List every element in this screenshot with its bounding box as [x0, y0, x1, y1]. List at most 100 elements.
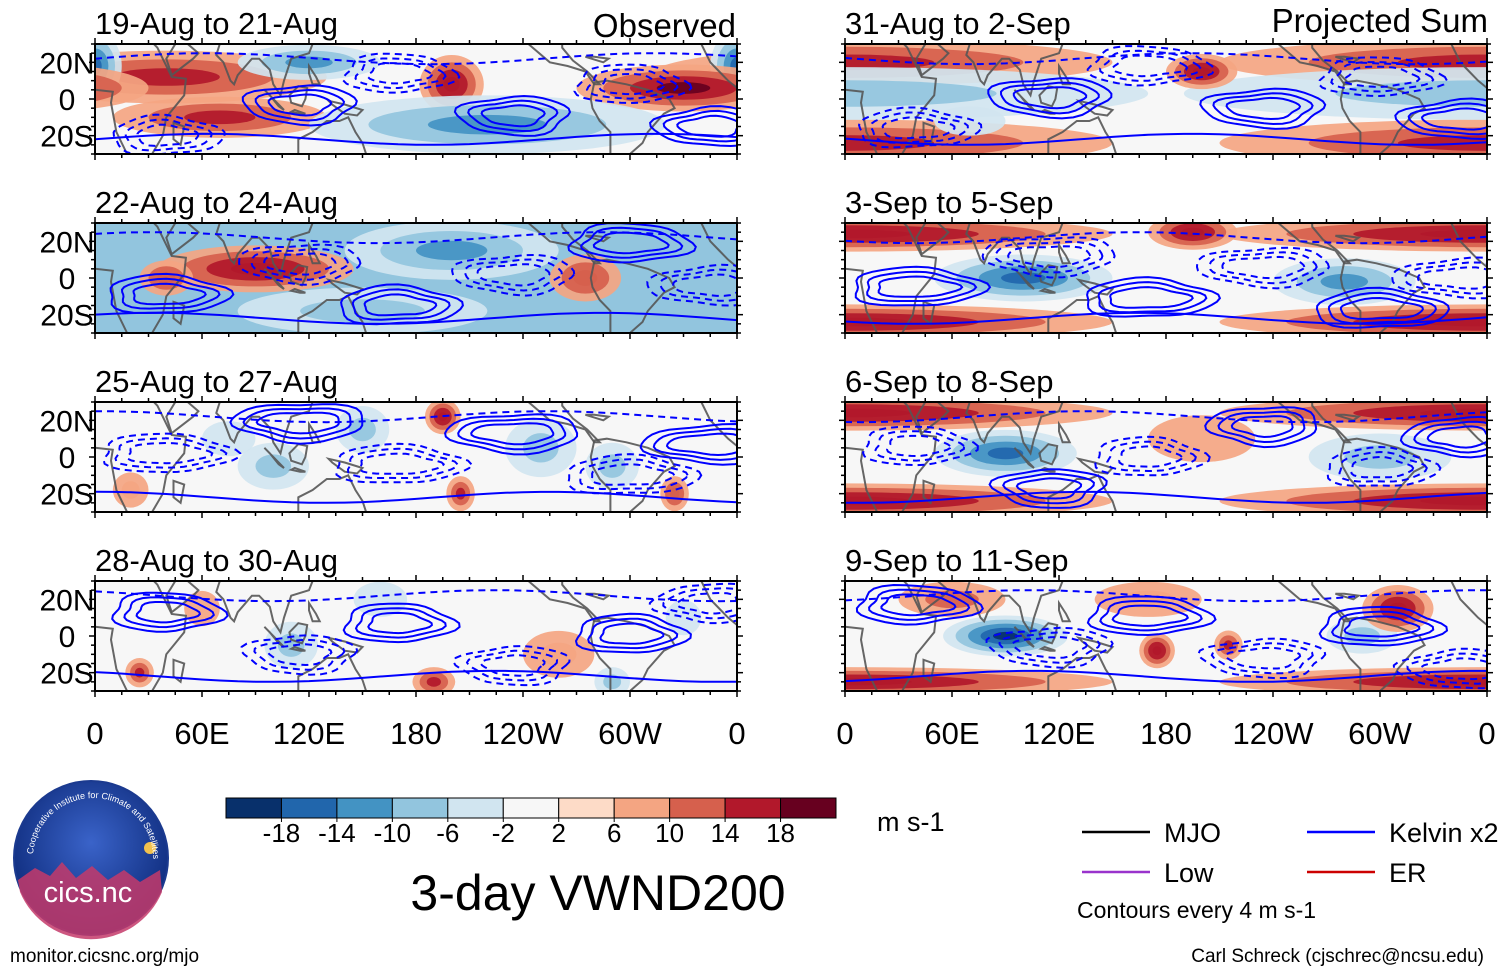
- panel-7-coastline: [1058, 420, 1072, 444]
- panel-3-anomaly: [455, 487, 466, 500]
- panel-4-contour-negative: [465, 649, 559, 682]
- panel-2-contour-negative: [451, 253, 576, 297]
- observed-label: Observed: [593, 7, 736, 44]
- panel-3-anomaly: [349, 417, 376, 442]
- panel-6-contour-positive: [1315, 286, 1451, 329]
- panel-7-contour-negative: [1338, 450, 1428, 483]
- panel-5-contour-positive: [1012, 86, 1088, 110]
- panel-3-contour-positive: [444, 413, 579, 456]
- legend-label: Kelvin x2: [1389, 818, 1499, 848]
- panel-1-coastline: [297, 116, 368, 154]
- colorbar-swatch: [502, 797, 560, 819]
- panel-4-contour-positive: [574, 612, 692, 654]
- panel-2-contour-negative: [250, 247, 350, 281]
- panel-4-coastline: [95, 581, 187, 691]
- panel-7-field: [845, 402, 1487, 512]
- panel-2-coastline: [165, 223, 200, 256]
- panel-6-contour-negative: [1195, 246, 1330, 290]
- panel-2-contour-negative: [646, 263, 737, 307]
- panel-8-coastline: [1058, 599, 1072, 623]
- panel-3-y-tick-label: 20N: [39, 405, 94, 438]
- panel-1-coastline: [308, 62, 322, 86]
- panel-7-coastline: [1038, 466, 1056, 473]
- panel-5-field: [845, 44, 1487, 154]
- panel-6-contour-positive: [1097, 281, 1208, 314]
- panel-1-contour-positive: [267, 93, 333, 117]
- panel-7-coastline: [922, 479, 936, 505]
- legend-label: ER: [1389, 858, 1427, 888]
- colorbar-swatch: [669, 797, 726, 819]
- panel-8-contour-positive: [1318, 605, 1449, 647]
- colorbar-swatch: [558, 797, 615, 819]
- colorbar-tick-label: 14: [711, 818, 740, 848]
- panel-2-contour-positive: [109, 272, 235, 315]
- panel-5-contour-positive: [1225, 96, 1302, 121]
- panel-4-contour-negative: [648, 582, 737, 625]
- panel-8-coastline: [1047, 653, 1118, 691]
- panel-2-contour-positive: [567, 223, 697, 264]
- colorbar-tick-label: 10: [655, 818, 684, 848]
- panel-1-y-tick-label: 20N: [39, 47, 94, 80]
- panel-2-contour-positive: [580, 226, 684, 259]
- panel-3-coastline: [263, 447, 285, 469]
- panel-5-contour-negative: [1342, 65, 1421, 88]
- left-credit: monitor.cicsnc.org/mjo: [10, 946, 199, 967]
- panel-3-contour-negative: [126, 441, 214, 465]
- panel-7-contour-positive: [1230, 415, 1294, 439]
- panel-1-coastline: [215, 44, 314, 98]
- panel-4-coastline: [288, 645, 306, 652]
- panel-1-contour-positive: [480, 104, 546, 128]
- panel-7-contour-negative: [1326, 445, 1442, 487]
- panel-1-coastline: [165, 44, 200, 77]
- panel-2-contour-positive: [120, 277, 221, 310]
- panel-4-coastline: [172, 658, 186, 684]
- panel-5-title: 31-Aug to 2-Sep: [845, 6, 1071, 41]
- colorbar-tick-label: 2: [551, 818, 565, 848]
- panel-4-y-tick-label: 20N: [39, 584, 94, 617]
- panel-1-contour-positive: [649, 105, 737, 148]
- colorbar-tick-label: -2: [492, 818, 515, 848]
- panel-1-y-tick-label: 0: [59, 84, 76, 117]
- panel-2-anomaly: [416, 240, 488, 261]
- panel-4-coastline: [263, 626, 285, 648]
- panel-1-contour-positive: [662, 109, 737, 143]
- panel-3-title: 25-Aug to 27-Aug: [95, 364, 338, 399]
- panel-4-coastline: [215, 581, 314, 635]
- colorbar-tick-label: 18: [766, 818, 795, 848]
- panel-5-coastline: [1058, 62, 1072, 86]
- panel-4-y-tick-label: 20S: [40, 658, 93, 691]
- panel-1-contour-negative: [342, 52, 461, 94]
- panel-1-anomaly: [95, 74, 122, 102]
- panel-2-y-tick-label: 20N: [39, 226, 94, 259]
- panel-8-contour-positive: [855, 583, 984, 626]
- panel-4-x-tick-label: 0: [86, 716, 103, 751]
- panel-1-contour-positive: [453, 94, 572, 137]
- panel-4-contour-positive: [342, 602, 461, 644]
- panel-2-field: [95, 223, 836, 333]
- contour-note: Contours every 4 m s-1: [1077, 897, 1316, 923]
- panel-3-coastline: [172, 479, 186, 505]
- figure-title: 3-day VWND200: [410, 865, 785, 921]
- panel-6-field: [845, 223, 1487, 333]
- panel-4-contour-positive: [354, 607, 447, 639]
- panel-1-anomaly: [184, 110, 256, 125]
- panel-8-x-tick-label: 0: [836, 716, 853, 751]
- panel-8-contour-positive: [1086, 595, 1217, 637]
- projected-sum-label: Projected Sum: [1272, 2, 1488, 39]
- units-label: m s-1: [877, 807, 945, 837]
- panel-5-anomaly: [845, 80, 997, 107]
- panel-7-contour-positive: [1204, 406, 1318, 449]
- panel-1-contour-positive: [241, 84, 358, 127]
- panel-7-coastline: [915, 402, 950, 435]
- panel-6-anomaly: [845, 229, 912, 239]
- panel-4-contour-negative: [452, 645, 571, 687]
- panel-4-contour-negative: [675, 591, 737, 615]
- panel-2-contour-positive: [132, 282, 207, 306]
- panel-4-x-tick-label: 120W: [483, 716, 565, 751]
- panel-5-coastline: [1038, 85, 1059, 108]
- panel-2-anomaly: [782, 260, 836, 295]
- panel-4-coastline: [308, 599, 322, 623]
- panel-3-contour-negative: [358, 452, 446, 475]
- panel-3-anomaly: [523, 433, 559, 463]
